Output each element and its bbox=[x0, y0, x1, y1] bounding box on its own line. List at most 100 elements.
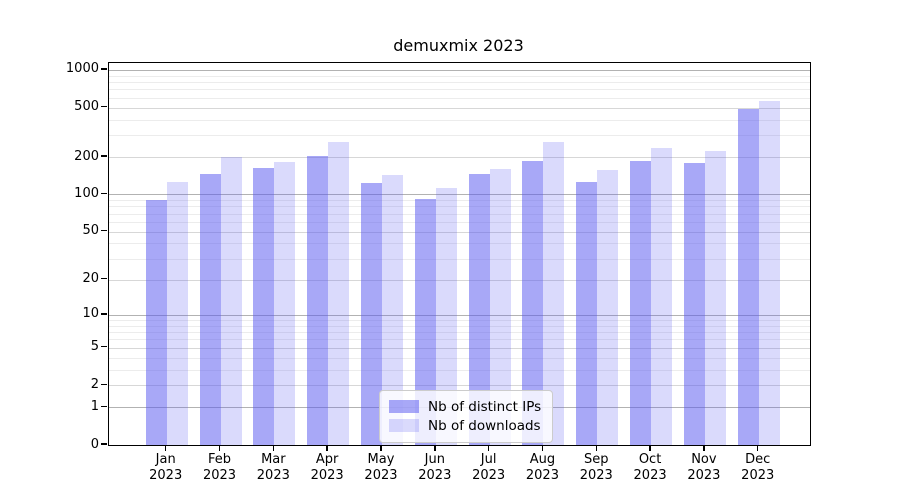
legend-label-downloads: Nb of downloads bbox=[428, 417, 541, 434]
y-tick-label: 10 bbox=[82, 306, 99, 322]
y-tick-mark bbox=[101, 277, 107, 280]
bar-distinct-ips-jan bbox=[145, 199, 167, 445]
legend-entry-downloads: Nb of downloads bbox=[389, 416, 541, 435]
x-tick-label-jun: Jun 2023 bbox=[418, 452, 452, 483]
gridline-minor bbox=[109, 200, 810, 202]
x-tick-mark bbox=[218, 445, 221, 451]
gridline-major bbox=[109, 314, 810, 316]
bar-distinct-ips-sep bbox=[576, 181, 598, 445]
bar-distinct-ips-dec bbox=[737, 108, 759, 445]
x-tick-label-feb: Feb 2023 bbox=[202, 452, 237, 483]
bar-distinct-ips-apr bbox=[307, 155, 329, 445]
y-tick-label: 100 bbox=[74, 185, 99, 201]
y-tick-label: 500 bbox=[74, 99, 99, 115]
gridline-minor bbox=[109, 89, 810, 91]
y-tick-label: 0 bbox=[90, 436, 99, 452]
x-tick-mark bbox=[541, 445, 544, 451]
x-tick-mark bbox=[434, 445, 436, 451]
x-tick-label-may: May 2023 bbox=[364, 452, 398, 483]
gridline-minor bbox=[109, 243, 810, 245]
x-tick-label-oct: Oct 2023 bbox=[633, 452, 667, 483]
y-tick-mark bbox=[101, 105, 107, 108]
y-tick-mark bbox=[101, 345, 107, 348]
y-tick-mark bbox=[101, 68, 107, 70]
gridline-minor bbox=[109, 258, 810, 260]
legend-entry-distinct-ips: Nb of distinct IPs bbox=[389, 397, 541, 416]
bar-downloads-jul bbox=[489, 168, 511, 445]
x-tick-label-mar: Mar 2023 bbox=[256, 452, 290, 483]
gridline-minor bbox=[109, 97, 810, 99]
gridline-minor bbox=[109, 339, 810, 341]
x-tick-mark bbox=[756, 445, 759, 451]
y-tick-label: 1 bbox=[90, 398, 99, 414]
bar-downloads-feb bbox=[220, 157, 242, 445]
x-tick-label-jan: Jan 2023 bbox=[149, 452, 183, 483]
legend-swatch-downloads bbox=[389, 419, 419, 432]
gridline-minor bbox=[109, 213, 810, 215]
bar-downloads-dec bbox=[758, 100, 780, 445]
y-tick-label: 5 bbox=[90, 339, 99, 355]
gridline bbox=[109, 231, 810, 233]
x-tick-mark bbox=[649, 445, 651, 451]
gridline-minor bbox=[109, 135, 810, 137]
bar-distinct-ips-oct bbox=[630, 161, 652, 445]
y-tick-mark bbox=[101, 405, 107, 408]
gridline bbox=[109, 157, 810, 159]
gridline-major bbox=[109, 194, 810, 196]
bar-downloads-aug bbox=[543, 141, 565, 445]
x-tick-label-nov: Nov 2023 bbox=[687, 452, 721, 483]
x-tick-label-sep: Sep 2023 bbox=[579, 452, 613, 483]
y-tick-mark bbox=[101, 192, 107, 195]
bar-distinct-ips-jul bbox=[468, 173, 490, 445]
y-tick-label: 1000 bbox=[65, 61, 99, 77]
plot-area: Nb of distinct IPs Nb of downloads bbox=[108, 62, 811, 446]
gridline-minor bbox=[109, 82, 810, 84]
x-tick-mark bbox=[703, 445, 705, 451]
bar-downloads-jan bbox=[166, 182, 188, 445]
legend-swatch-distinct-ips bbox=[389, 400, 419, 413]
bar-downloads-sep bbox=[597, 170, 619, 445]
x-tick-mark bbox=[326, 445, 328, 451]
gridline bbox=[109, 385, 810, 387]
gridline-minor bbox=[109, 221, 810, 223]
bar-downloads-mar bbox=[274, 161, 296, 445]
legend-label-distinct-ips: Nb of distinct IPs bbox=[428, 398, 542, 415]
x-tick-mark bbox=[487, 445, 490, 451]
gridline bbox=[109, 107, 810, 109]
gridline-minor bbox=[109, 119, 810, 121]
y-tick-label: 200 bbox=[74, 148, 99, 164]
y-tick-label: 2 bbox=[90, 376, 99, 392]
gridline-minor bbox=[109, 357, 810, 359]
legend: Nb of distinct IPs Nb of downloads bbox=[379, 390, 554, 443]
y-tick-label: 20 bbox=[82, 271, 99, 287]
y-tick-mark bbox=[101, 155, 107, 157]
x-tick-mark bbox=[595, 445, 597, 451]
y-tick-mark bbox=[101, 443, 107, 445]
bar-distinct-ips-feb bbox=[199, 174, 221, 445]
x-tick-label-dec: Dec 2023 bbox=[741, 452, 775, 483]
gridline-minor bbox=[109, 320, 810, 321]
gridline-minor bbox=[109, 325, 810, 327]
x-tick-mark bbox=[272, 445, 275, 451]
gridline-minor bbox=[109, 206, 810, 208]
x-tick-mark bbox=[164, 445, 167, 451]
gridline-minor bbox=[109, 369, 810, 371]
x-tick-label-jul: Jul 2023 bbox=[472, 452, 506, 483]
y-tick-label: 50 bbox=[82, 223, 99, 239]
y-tick-mark bbox=[101, 383, 107, 386]
x-tick-mark bbox=[380, 445, 382, 451]
y-tick-mark bbox=[101, 313, 107, 315]
x-tick-label-apr: Apr 2023 bbox=[310, 452, 344, 483]
bar-distinct-ips-aug bbox=[522, 160, 544, 445]
gridline-major bbox=[109, 69, 810, 71]
gridline-minor bbox=[109, 332, 810, 334]
bar-downloads-may bbox=[381, 174, 403, 445]
gridline bbox=[109, 279, 810, 281]
bar-downloads-apr bbox=[328, 142, 350, 445]
bar-distinct-ips-jun bbox=[414, 198, 436, 445]
y-tick-mark bbox=[101, 229, 107, 232]
bar-distinct-ips-nov bbox=[683, 163, 705, 445]
chart-title: demuxmix 2023 bbox=[393, 36, 524, 55]
x-tick-label-aug: Aug 2023 bbox=[525, 452, 559, 483]
